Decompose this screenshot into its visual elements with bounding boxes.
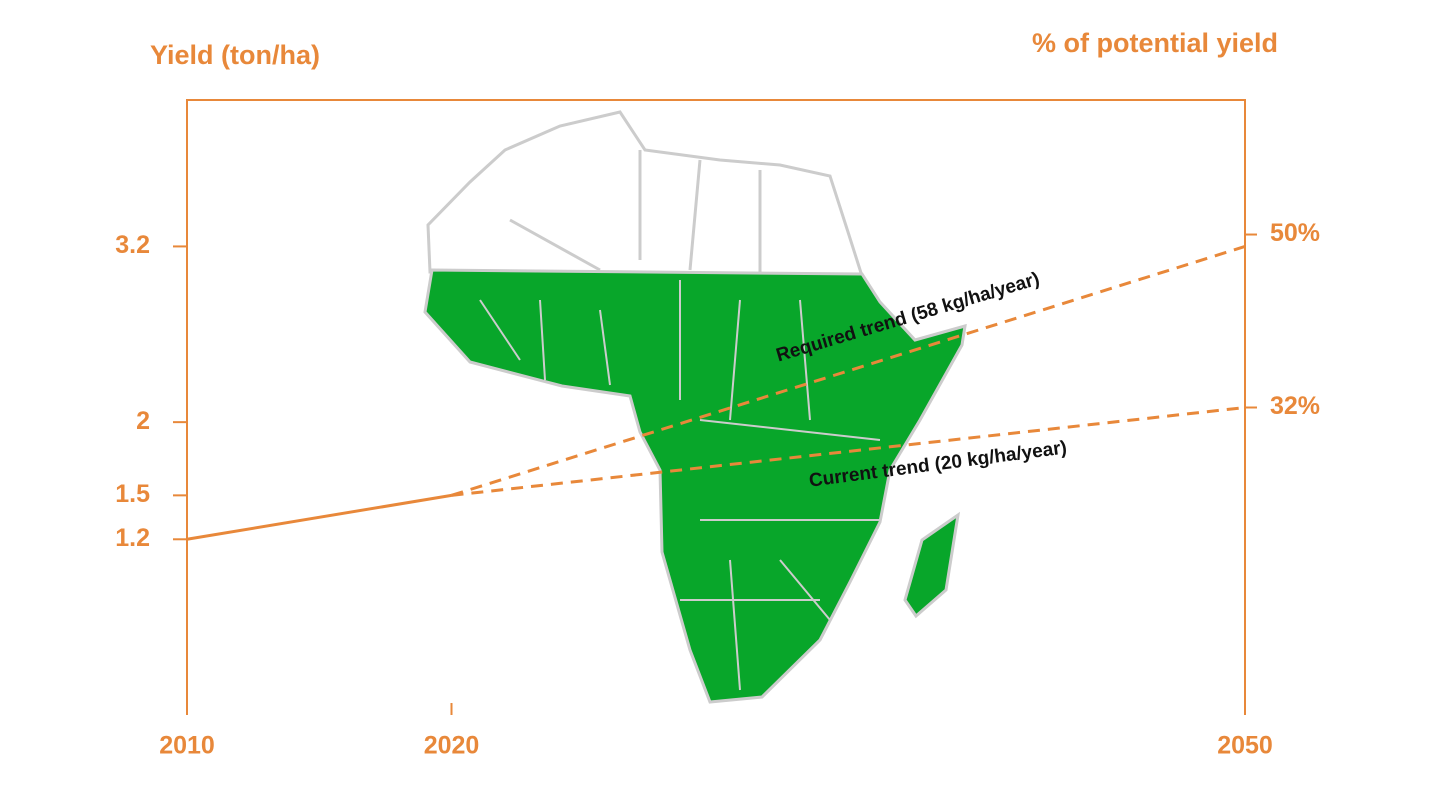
x-tick-label: 2010: [159, 732, 215, 760]
trend-line: [186, 493, 452, 541]
x-tick-label: 2050: [1217, 732, 1273, 760]
y-tick-label: 1.2: [115, 524, 150, 552]
y-tick-label: 1.5: [115, 480, 150, 508]
north-africa: [426, 110, 865, 290]
x-tick-label: 2020: [424, 732, 480, 760]
map: [423, 110, 967, 704]
sub-saharan-africa: [423, 268, 967, 704]
y-tick-label: 2: [136, 407, 150, 435]
borders: [479, 280, 881, 691]
y2-tick-label: 32%: [1270, 392, 1320, 420]
trend-line: [451, 406, 1246, 497]
y-tick-label: 3.2: [115, 231, 150, 259]
madagascar: [903, 511, 961, 619]
y2-tick-label: 50%: [1270, 219, 1320, 247]
y2-axis-title: % of potential yield: [1032, 28, 1278, 58]
y-axis-title: Yield (ton/ha): [150, 40, 320, 70]
